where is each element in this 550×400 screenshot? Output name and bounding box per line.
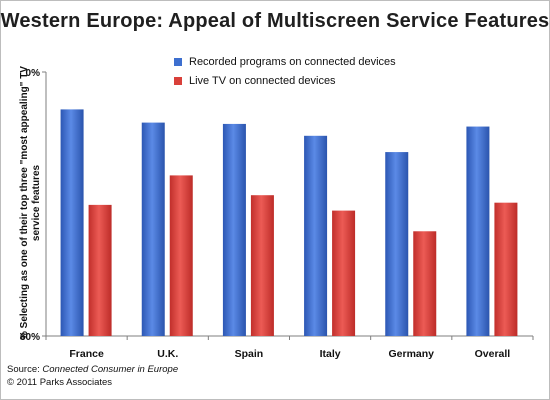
x-tick-label: France bbox=[69, 348, 104, 360]
legend-item-recorded: Recorded programs on connected devices bbox=[174, 52, 396, 71]
copyright: © 2011 Parks Associates bbox=[7, 377, 113, 388]
legend-swatch-recorded bbox=[174, 57, 182, 66]
x-tick-label: Spain bbox=[235, 348, 264, 360]
legend-label-recorded: Recorded programs on connected devices bbox=[189, 55, 396, 68]
chart-title: Western Europe: Appeal of Multiscreen Se… bbox=[0, 10, 550, 32]
legend-item-live: Live TV on connected devices bbox=[174, 71, 396, 90]
bar-live bbox=[332, 210, 356, 336]
source-prefix: Source: bbox=[7, 364, 43, 375]
bar-live bbox=[169, 175, 193, 336]
bar-recorded bbox=[304, 135, 328, 336]
x-tick-label: U.K. bbox=[157, 348, 178, 360]
source-line: Source: Connected Consumer in Europe bbox=[7, 363, 178, 376]
bar-live bbox=[494, 202, 518, 336]
bar-recorded bbox=[385, 152, 409, 336]
bar-live bbox=[88, 204, 112, 336]
legend: Recorded programs on connected devices L… bbox=[174, 52, 396, 90]
legend-label-live: Live TV on connected devices bbox=[189, 74, 336, 87]
bar-recorded bbox=[141, 122, 165, 336]
x-tick-label: Italy bbox=[320, 348, 341, 360]
bar-recorded bbox=[222, 123, 246, 336]
source-title: Connected Consumer in Europe bbox=[42, 364, 179, 375]
bar-recorded bbox=[60, 109, 84, 337]
y-tick-label: 60% bbox=[20, 332, 40, 343]
x-tick-label: Overall bbox=[475, 348, 511, 360]
x-tick-label: Germany bbox=[388, 348, 434, 360]
legend-swatch-live bbox=[174, 76, 182, 85]
bar-live bbox=[250, 195, 274, 336]
source-note: Source: Connected Consumer in Europe © 2… bbox=[7, 363, 178, 389]
bar-live bbox=[413, 231, 437, 336]
y-tick-label: 0% bbox=[26, 68, 41, 79]
bar-recorded bbox=[466, 126, 490, 336]
